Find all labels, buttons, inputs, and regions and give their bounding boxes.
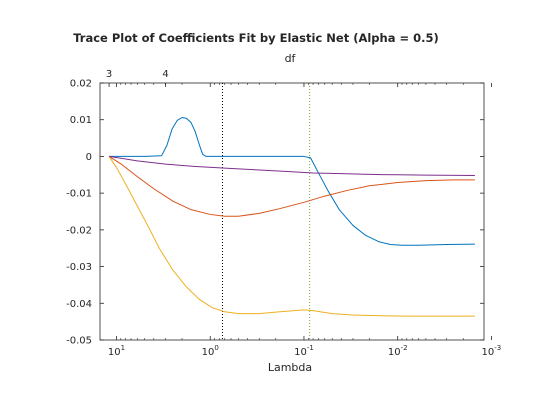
y-tick-label: -0.05 [66,336,92,347]
series-line-2 [108,156,475,317]
y-tick-label: 0 [86,152,92,163]
series-line-3 [109,155,475,177]
y-axis-ticks: 0.02 0.01 0 -0.01 -0.02 -0.03 -0.04 -0.05 [66,79,484,347]
plot-area [99,82,485,341]
df-tick-label: 3 [106,69,112,80]
y-tick-label: -0.02 [66,225,92,236]
y-tick-label: -0.04 [66,299,92,310]
x-axis-ticks: 101 100 10-1 10-2 10-3 [108,83,501,358]
x-tick-label: 10-2 [388,344,408,358]
df-tick-label: 4 [162,69,168,80]
series-line-1 [108,156,475,217]
y-tick-label: -0.01 [66,189,92,200]
x-tick-label: 100 [202,344,219,358]
x-axis-label: Lambda [268,361,312,374]
y-tick-label: 0.02 [70,79,92,90]
series-layer [108,117,475,317]
x-tick-label: 10-1 [294,344,314,358]
chart-title: Trace Plot of Coefficients Fit by Elasti… [73,31,439,45]
top-axis-label: df [285,52,297,65]
vertical-reference-lines [221,83,311,340]
y-tick-label: 0.01 [70,115,92,126]
x-tick-label: 10-3 [482,344,502,358]
y-tick-label: -0.03 [66,262,92,273]
series-line-0 [109,117,475,246]
x-tick-label: 101 [108,344,125,358]
